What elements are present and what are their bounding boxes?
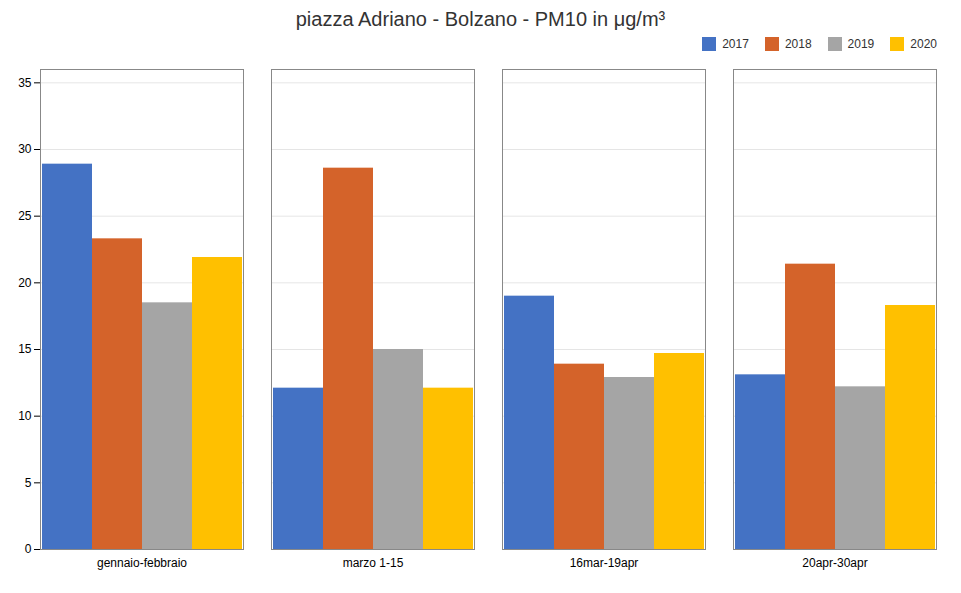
svg-text:25: 25 xyxy=(18,209,32,223)
svg-text:20apr-30apr: 20apr-30apr xyxy=(802,556,867,570)
svg-text:30: 30 xyxy=(18,142,32,156)
svg-text:15: 15 xyxy=(18,342,32,356)
html-text:2020: 2020 xyxy=(910,37,937,51)
svg-text:marzo 1-15: marzo 1-15 xyxy=(343,556,404,570)
svg-text:35: 35 xyxy=(18,76,32,90)
html-text:2019: 2019 xyxy=(847,37,875,51)
html-text:2017: 2017 xyxy=(722,37,749,51)
html-text:2018: 2018 xyxy=(784,37,812,51)
svg-text:0: 0 xyxy=(25,542,32,556)
svg-text:16mar-19apr: 16mar-19apr xyxy=(570,556,639,570)
svg-text:10: 10 xyxy=(18,409,32,423)
html-text:piazza Adriano - Bolzano - PM1: piazza Adriano - Bolzano - PM10 in μg/m³ xyxy=(295,8,666,30)
svg-text:20: 20 xyxy=(18,276,32,290)
svg-text:gennaio-febbraio: gennaio-febbraio xyxy=(97,556,187,570)
svg-text:5: 5 xyxy=(25,476,32,490)
